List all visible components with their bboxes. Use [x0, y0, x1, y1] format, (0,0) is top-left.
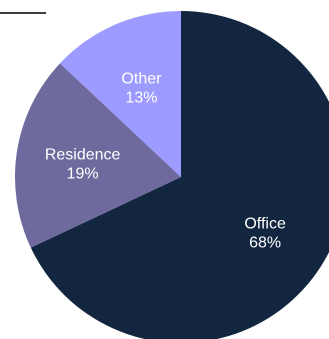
slice-label-office: Office — [244, 215, 286, 232]
slice-label-residence: Residence — [45, 146, 121, 163]
pie-slices — [14, 11, 329, 339]
pie-slice-other — [59, 11, 181, 177]
pie-slice-office — [30, 11, 329, 339]
slice-label-other: Other — [121, 71, 162, 88]
slice-percent-residence: 19% — [67, 165, 99, 182]
pie-slice-residence — [14, 63, 181, 248]
slice-percent-office: 68% — [249, 234, 281, 251]
slice-percent-other: 13% — [125, 90, 157, 107]
pie-labels: Office 68% Residence 19% Other 13% — [45, 71, 286, 252]
